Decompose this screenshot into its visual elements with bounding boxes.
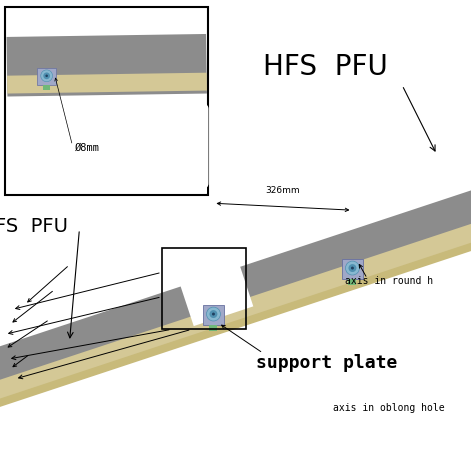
Circle shape xyxy=(41,70,53,82)
Text: FS  PFU: FS PFU xyxy=(0,217,68,236)
Circle shape xyxy=(210,310,218,318)
Polygon shape xyxy=(0,182,474,404)
Text: axis in oblong hole: axis in oblong hole xyxy=(333,403,444,413)
Bar xyxy=(348,279,356,285)
Circle shape xyxy=(212,312,215,316)
Text: Ø8mm: Ø8mm xyxy=(74,143,100,153)
Bar xyxy=(37,68,56,85)
Circle shape xyxy=(348,264,356,272)
Circle shape xyxy=(43,73,50,79)
Polygon shape xyxy=(0,229,474,418)
FancyBboxPatch shape xyxy=(55,104,209,188)
Bar xyxy=(5,7,209,195)
Bar xyxy=(162,248,246,329)
Text: HFS  PFU: HFS PFU xyxy=(263,53,388,81)
Text: 326mm: 326mm xyxy=(265,186,300,195)
Text: support plate: support plate xyxy=(256,354,398,372)
Polygon shape xyxy=(7,73,207,93)
Bar xyxy=(210,325,218,331)
Bar xyxy=(202,305,224,325)
Bar xyxy=(7,104,207,193)
Polygon shape xyxy=(180,265,253,326)
Circle shape xyxy=(351,266,354,270)
Polygon shape xyxy=(0,212,474,416)
Circle shape xyxy=(207,307,220,321)
Polygon shape xyxy=(7,34,207,97)
Bar xyxy=(43,85,50,90)
Text: axis in round h: axis in round h xyxy=(346,276,434,286)
Circle shape xyxy=(46,74,48,77)
Bar xyxy=(342,259,364,279)
Circle shape xyxy=(346,261,359,275)
